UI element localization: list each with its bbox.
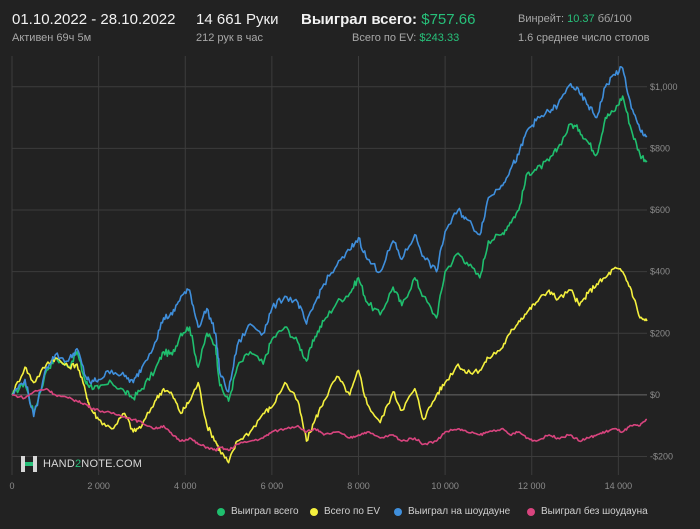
ev-total-value: $243.33	[419, 32, 460, 44]
won-total-label: Выиграл всего:	[301, 11, 418, 28]
legend-label: Выиграл на шоудауне	[408, 506, 511, 517]
series-ev-line	[11, 266, 648, 464]
y-tick-label: $400	[650, 267, 670, 277]
legend-dot-green	[217, 507, 225, 516]
legend-item-showdown[interactable]: Выиграл на шоудауне	[394, 506, 510, 517]
winrate-value: 10.37	[567, 13, 595, 25]
legend-item-won-total[interactable]: Выиграл всего	[217, 506, 299, 517]
hand2note-logo-text: HAND2NOTE.COM	[43, 458, 143, 470]
x-tick-label: 0	[9, 481, 14, 491]
y-tick-label: $1,000	[650, 82, 678, 92]
legend-dot-yellow	[310, 507, 318, 516]
x-tick-label: 8 000	[347, 481, 370, 491]
won-total-value: $757.66	[421, 11, 476, 28]
hands-per-hour: 212 рук в час	[196, 32, 264, 44]
y-tick-label: $600	[650, 205, 670, 215]
y-tick-label: -$200	[650, 452, 673, 462]
active-time: Активен 69ч 5м	[12, 32, 92, 44]
legend-dot-pink	[527, 507, 535, 516]
winrate-unit: бб/100	[597, 13, 632, 25]
series-lines	[11, 66, 648, 464]
legend-label: Выиграл всего	[231, 506, 299, 517]
x-tick-label: 14 000	[605, 481, 633, 491]
winrate: Винрейт: 10.37 бб/100	[518, 13, 632, 25]
y-tick-label: $0	[650, 390, 660, 400]
x-tick-label: 2 000	[87, 481, 110, 491]
hand2note-logo-icon	[21, 456, 37, 472]
series-non-showdown-line	[11, 387, 648, 452]
avg-tables: 1.6 среднее число столов	[518, 32, 650, 44]
legend-item-non-showdown[interactable]: Выиграл без шоудауна	[527, 506, 648, 517]
ev-total: Всего по EV: $243.33	[352, 32, 459, 44]
x-tick-label: 10 000	[431, 481, 459, 491]
x-tick-label: 12 000	[518, 481, 546, 491]
x-tick-label: 6 000	[261, 481, 284, 491]
ev-total-label: Всего по EV:	[352, 32, 417, 44]
legend-dot-blue	[394, 507, 402, 516]
axes: 0 2 000 4 000 6 000 8 000 10 000 12 000 14 000 -…	[9, 82, 677, 491]
y-tick-label: $200	[650, 328, 670, 338]
date-range[interactable]: 01.10.2022 - 28.10.2022	[12, 11, 176, 28]
series-showdown-line	[11, 66, 648, 418]
legend-label: Всего по EV	[324, 506, 381, 517]
legend-label: Выиграл без шоудауна	[541, 506, 648, 517]
legend-item-ev[interactable]: Всего по EV	[310, 506, 380, 517]
legend: Выиграл всего Всего по EV Выиграл на шоу…	[0, 506, 700, 520]
x-tick-label: 4 000	[174, 481, 197, 491]
hand2note-logo: HAND2NOTE.COM	[20, 455, 142, 473]
y-tick-label: $800	[650, 143, 670, 153]
winrate-label: Винрейт:	[518, 13, 565, 25]
won-total: Выиграл всего: $757.66	[301, 11, 475, 28]
hands-count: 14 661 Руки	[196, 11, 279, 28]
series-won-total-line	[11, 95, 648, 415]
